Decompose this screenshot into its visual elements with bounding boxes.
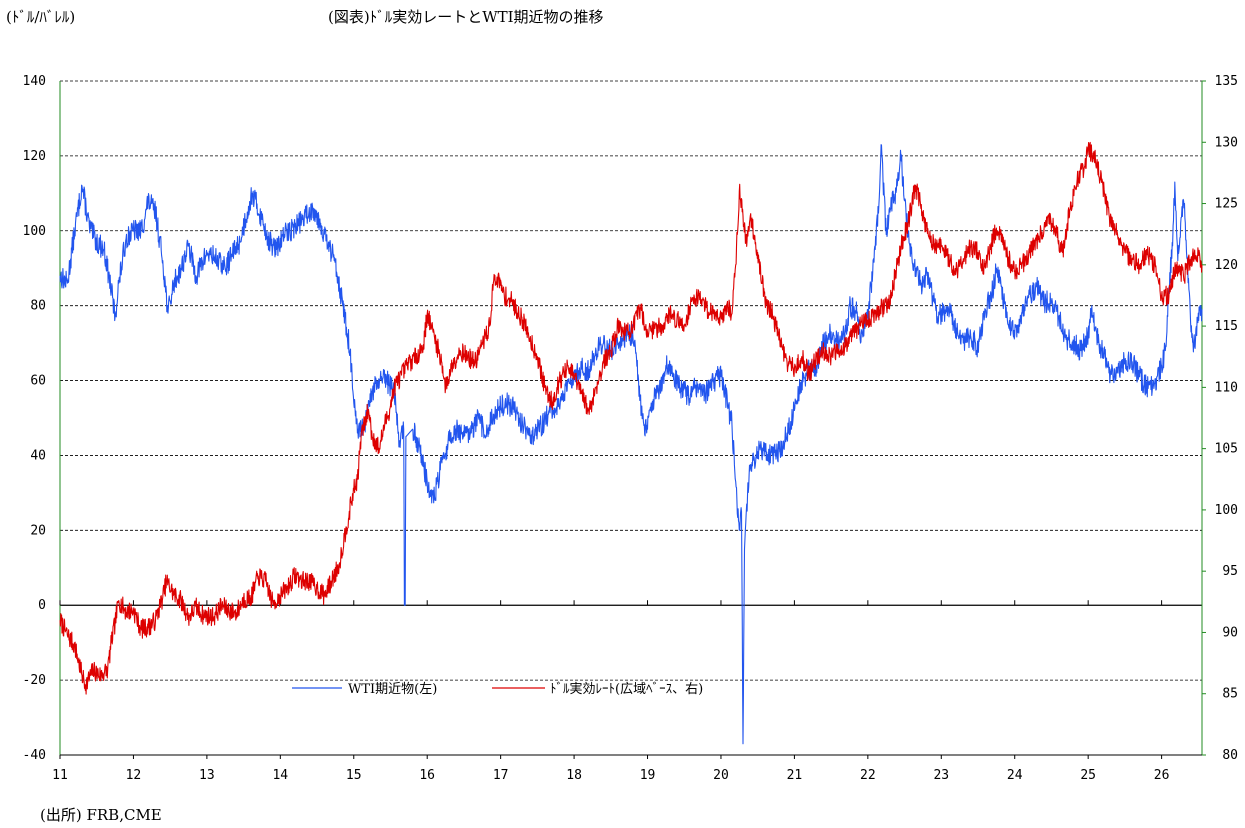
x-tick-label: 13 bbox=[199, 768, 215, 783]
legend-label-wti: WTI期近物(左) bbox=[348, 682, 437, 697]
right-tick-label: 125 bbox=[1215, 197, 1238, 212]
series-usd-index-line bbox=[59, 141, 1203, 695]
left-tick-label: 40 bbox=[30, 448, 46, 463]
left-tick-label: 140 bbox=[23, 74, 46, 89]
x-tick-label: 15 bbox=[346, 768, 362, 783]
legend-label-usd-index: ﾄﾞﾙ実効ﾚｰﾄ(広域ﾍﾞｰｽ、右) bbox=[550, 681, 703, 697]
y-axis-unit-label: (ﾄﾞﾙ/ﾊﾞﾚﾙ) bbox=[6, 8, 75, 26]
x-tick-label: 14 bbox=[272, 768, 288, 783]
right-tick-label: 85 bbox=[1222, 687, 1238, 702]
right-tick-label: 105 bbox=[1215, 442, 1238, 457]
axes bbox=[59, 81, 1203, 756]
right-tick-label: 115 bbox=[1215, 319, 1238, 334]
left-tick-label: 20 bbox=[30, 523, 46, 538]
chart-title: (図表)ﾄﾞﾙ実効レートとWTI期近物の推移 bbox=[328, 8, 604, 26]
left-tick-label: 100 bbox=[23, 224, 46, 239]
x-tick-label: 24 bbox=[1007, 768, 1023, 783]
right-tick-label: 95 bbox=[1222, 564, 1238, 579]
x-tick-label: 16 bbox=[419, 768, 435, 783]
source-note: (出所) FRB,CME bbox=[40, 806, 162, 824]
right-tick-label: 90 bbox=[1222, 625, 1238, 640]
right-tick-label: 110 bbox=[1215, 380, 1238, 395]
left-axis-ticks: 140 120 100 80 60 40 20 0 -20 -40 bbox=[23, 74, 46, 763]
right-tick-label: 120 bbox=[1215, 258, 1238, 273]
x-tick-label: 12 bbox=[126, 768, 142, 783]
right-tick-label: 135 bbox=[1215, 74, 1238, 89]
left-tick-label: 80 bbox=[30, 299, 46, 314]
series-wti-line bbox=[59, 144, 1203, 745]
x-tick-label: 23 bbox=[933, 768, 949, 783]
left-tick-label: 0 bbox=[38, 598, 46, 613]
x-tick-label: 22 bbox=[860, 768, 876, 783]
x-tick-label: 19 bbox=[640, 768, 656, 783]
left-tick-label: -20 bbox=[23, 673, 46, 688]
left-tick-label: 60 bbox=[30, 374, 46, 389]
x-axis-ticks: 11 12 13 14 15 16 17 18 19 20 21 22 23 24 25 26 bbox=[52, 600, 1169, 783]
left-tick-label: -40 bbox=[23, 748, 46, 763]
right-tick-label: 100 bbox=[1215, 503, 1238, 518]
left-tick-label: 120 bbox=[23, 149, 46, 164]
legend: WTI期近物(左) ﾄﾞﾙ実効ﾚｰﾄ(広域ﾍﾞｰｽ、右) bbox=[292, 681, 703, 697]
x-tick-label: 20 bbox=[713, 768, 729, 783]
right-tick-label: 130 bbox=[1215, 135, 1238, 150]
x-tick-label: 26 bbox=[1154, 768, 1170, 783]
x-tick-label: 18 bbox=[566, 768, 582, 783]
right-tick-label: 80 bbox=[1222, 748, 1238, 763]
x-tick-label: 21 bbox=[787, 768, 803, 783]
gridlines bbox=[60, 80, 1202, 681]
x-tick-label: 25 bbox=[1080, 768, 1096, 783]
x-tick-label: 11 bbox=[52, 768, 68, 783]
right-axis-ticks: 135 130 125 120 115 110 105 100 95 90 85 80 bbox=[1202, 74, 1238, 763]
x-tick-label: 17 bbox=[493, 768, 509, 783]
